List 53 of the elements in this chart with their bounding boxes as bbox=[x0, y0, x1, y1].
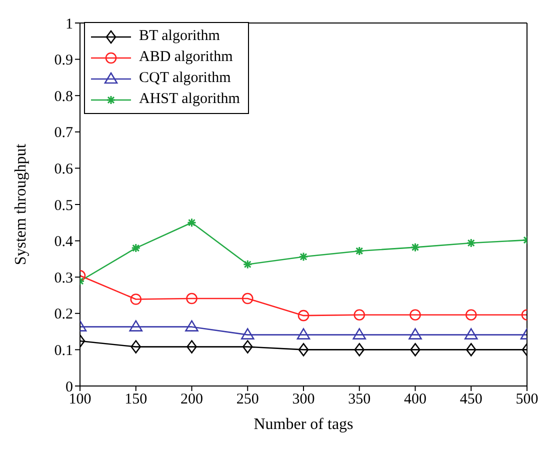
point bbox=[240, 328, 254, 340]
point bbox=[408, 328, 422, 340]
point bbox=[296, 328, 310, 340]
y-tick-label: 0.5 bbox=[54, 198, 73, 214]
legend-label: AHST algorithm bbox=[139, 90, 240, 109]
x-tick-label: 450 bbox=[460, 392, 482, 408]
x-tick-label: 400 bbox=[404, 392, 426, 408]
x-axis-title: Number of tags bbox=[254, 416, 354, 433]
y-tick-label: 0.9 bbox=[54, 52, 73, 69]
y-tick-label: 0.1 bbox=[54, 343, 73, 360]
y-tick-label: 0.2 bbox=[54, 306, 73, 323]
y-axis-title: System throughput bbox=[12, 143, 30, 266]
point bbox=[242, 340, 253, 354]
point bbox=[410, 343, 420, 356]
legend-label: BT algorithm bbox=[139, 27, 220, 46]
point bbox=[464, 328, 478, 340]
y-tick-label: 0.7 bbox=[54, 125, 74, 142]
y-tick-label: 0.6 bbox=[54, 162, 74, 178]
point bbox=[410, 309, 421, 320]
point bbox=[298, 310, 310, 322]
point bbox=[298, 252, 308, 262]
point bbox=[410, 242, 420, 252]
point bbox=[352, 328, 366, 340]
point bbox=[185, 320, 198, 332]
x-tick-label: 350 bbox=[348, 392, 371, 408]
legend-label: ABD algorithm bbox=[139, 48, 233, 67]
point bbox=[466, 343, 476, 356]
x-tick-label: 500 bbox=[516, 392, 538, 408]
point bbox=[186, 292, 198, 304]
point bbox=[298, 343, 309, 356]
point bbox=[354, 246, 364, 256]
point bbox=[130, 340, 142, 354]
y-tick-label: 0.3 bbox=[54, 270, 73, 286]
point bbox=[466, 238, 476, 248]
point bbox=[129, 320, 143, 332]
point bbox=[130, 294, 142, 305]
point bbox=[354, 343, 365, 356]
point bbox=[242, 260, 252, 270]
point bbox=[465, 309, 477, 320]
point bbox=[186, 340, 197, 354]
x-tick-label: 250 bbox=[236, 392, 259, 408]
x-tick-label: 200 bbox=[180, 392, 203, 408]
x-tick-label: 100 bbox=[68, 392, 92, 408]
point bbox=[187, 218, 196, 228]
x-tick-label: 300 bbox=[292, 392, 315, 408]
y-tick-label: 0.4 bbox=[54, 234, 74, 250]
y-tick-label: 1 bbox=[66, 16, 73, 32]
y-tick-label: 0.8 bbox=[54, 88, 73, 105]
point bbox=[242, 292, 254, 304]
x-tick-label: 150 bbox=[124, 392, 148, 408]
point bbox=[131, 243, 141, 253]
legend-label: CQT algorithm bbox=[139, 69, 231, 88]
point bbox=[354, 309, 366, 320]
